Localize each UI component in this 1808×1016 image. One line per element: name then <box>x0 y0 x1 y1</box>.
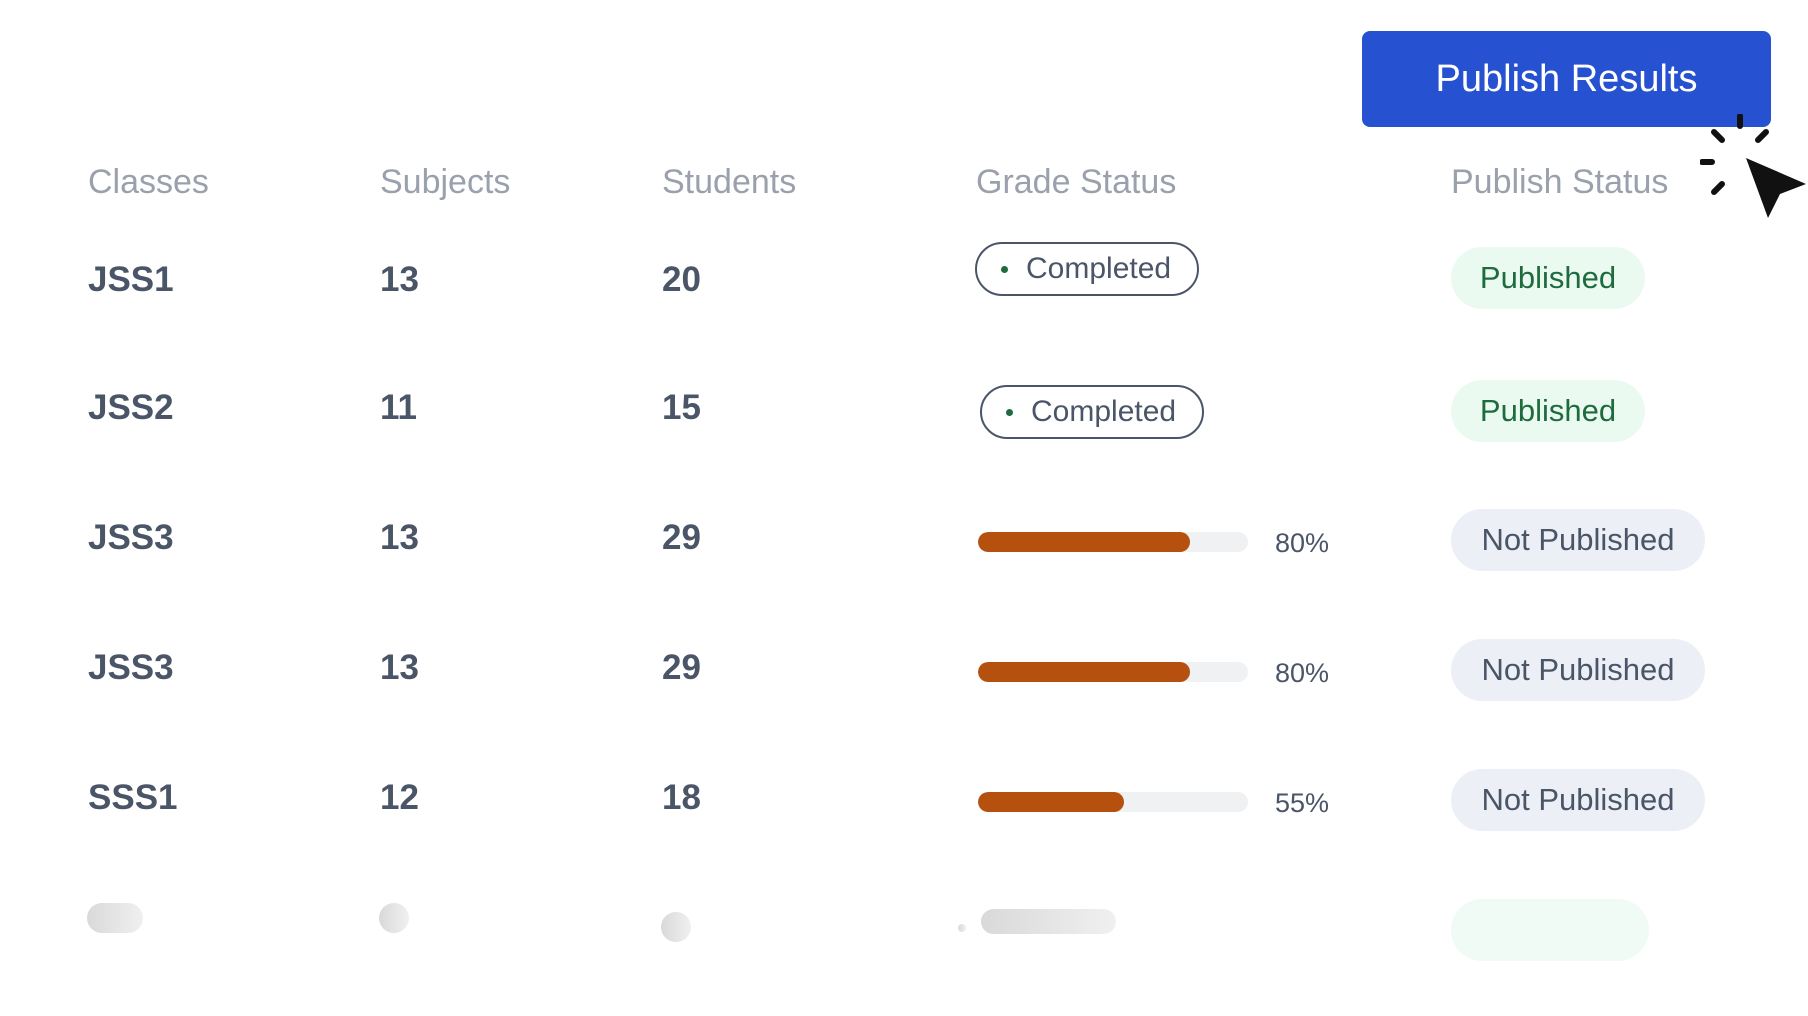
class-name: JSS3 <box>88 648 174 687</box>
grade-status-label: Completed <box>1031 395 1177 428</box>
click-cursor-icon <box>1700 114 1806 218</box>
students-count: 20 <box>662 260 701 299</box>
column-header-publish-status: Publish Status <box>1451 163 1669 201</box>
subjects-count: 13 <box>380 518 419 557</box>
column-header-students: Students <box>662 163 797 201</box>
class-name: JSS1 <box>88 260 174 299</box>
column-header-subjects: Subjects <box>380 163 511 201</box>
grade-status-label: Completed <box>1026 252 1172 285</box>
publish-status-badge: Published <box>1451 380 1645 442</box>
grade-status-badge: Completed <box>975 242 1200 296</box>
grade-progress-fill <box>978 792 1124 812</box>
subjects-count: 13 <box>380 260 419 299</box>
skeleton-publish-status <box>1451 899 1649 961</box>
dot-icon <box>1001 265 1008 273</box>
column-header-grade-status: Grade Status <box>976 163 1177 201</box>
grade-progress-percent: 80% <box>1275 528 1330 558</box>
publish-status-badge: Published <box>1451 247 1645 309</box>
class-name: JSS3 <box>88 518 174 557</box>
grade-progress-percent: 55% <box>1275 788 1330 818</box>
subjects-count: 12 <box>380 778 419 817</box>
students-count: 18 <box>662 778 701 817</box>
grade-progress-bar <box>978 792 1248 812</box>
publish-status-badge: Not Published <box>1451 509 1705 571</box>
publish-status-badge: Not Published <box>1451 769 1705 831</box>
skeleton-students <box>661 912 691 942</box>
skeleton-dot <box>958 924 966 932</box>
students-count: 29 <box>662 518 701 557</box>
students-count: 29 <box>662 648 701 687</box>
class-name: SSS1 <box>88 778 178 817</box>
grade-progress-bar <box>978 662 1248 682</box>
grade-status-badge: Completed <box>980 385 1205 439</box>
grade-progress-fill <box>978 662 1190 682</box>
skeleton-class <box>87 903 143 933</box>
grade-progress-bar <box>978 532 1248 552</box>
class-name: JSS2 <box>88 388 174 427</box>
skeleton-subjects <box>379 903 409 933</box>
grade-progress-percent: 80% <box>1275 658 1330 688</box>
publish-status-badge: Not Published <box>1451 639 1705 701</box>
publish-results-button[interactable]: Publish Results <box>1362 31 1771 127</box>
skeleton-grade-status <box>981 909 1116 934</box>
column-header-classes: Classes <box>88 163 209 201</box>
dot-icon <box>1006 408 1013 416</box>
subjects-count: 11 <box>380 388 417 427</box>
students-count: 15 <box>662 388 701 427</box>
subjects-count: 13 <box>380 648 419 687</box>
grade-progress-fill <box>978 532 1190 552</box>
